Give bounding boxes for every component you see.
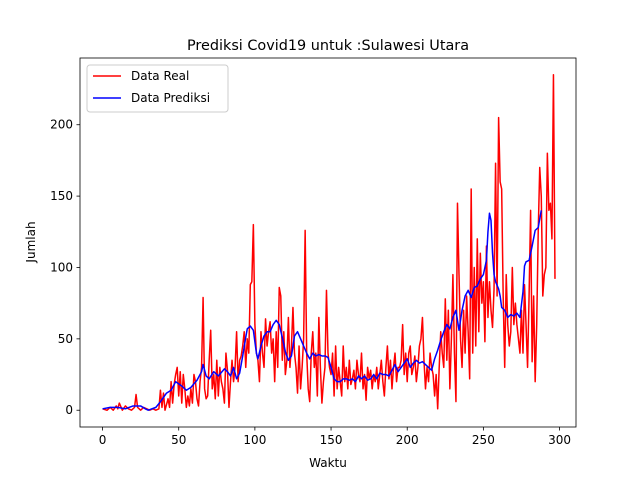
y-axis-ticks: 0 50 100 150 200 (50, 118, 80, 417)
legend: Data Real Data Prediksi (86, 64, 229, 113)
y-axis-label: Jumlah (24, 221, 38, 263)
x-axis-ticks: 0 50 100 150 200 250 300 (99, 427, 571, 447)
x-axis-label: Waktu (309, 456, 347, 470)
x-tick-label: 200 (396, 433, 419, 447)
series-layer (102, 74, 556, 411)
x-tick-label: 50 (171, 433, 186, 447)
y-tick-label: 200 (50, 118, 73, 132)
y-tick-label: 50 (58, 332, 73, 346)
plot-area (79, 57, 577, 428)
x-tick-label: 300 (548, 433, 571, 447)
legend-label-real: Data Real (131, 69, 189, 83)
legend-label-prediksi: Data Prediksi (131, 91, 210, 105)
series-line-prediksi (102, 210, 543, 411)
axes-frame (79, 57, 577, 428)
y-tick-label: 100 (50, 260, 73, 274)
x-tick-label: 150 (320, 433, 343, 447)
x-tick-label: 0 (99, 433, 107, 447)
chart-title: Prediksi Covid19 untuk :Sulawesi Utara (187, 38, 469, 54)
legend-box (86, 64, 229, 113)
x-tick-label: 100 (243, 433, 266, 447)
y-tick-label: 150 (50, 189, 73, 203)
y-tick-label: 0 (65, 403, 73, 417)
x-tick-label: 250 (472, 433, 495, 447)
